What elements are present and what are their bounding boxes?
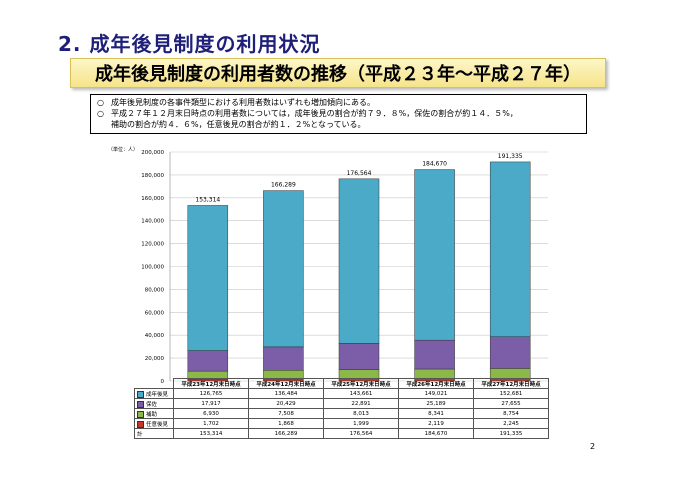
table-cell: 8,013: [323, 408, 399, 419]
y-tick-label: 20,000: [145, 356, 165, 362]
table-cell: 152,681: [473, 388, 549, 399]
table-cell: 20,429: [248, 398, 324, 409]
row-label: 補助: [146, 411, 158, 418]
bar-segment: [489, 368, 531, 379]
table-row: 成年後見 126,765 136,484 143,661 149,021 152,681: [134, 388, 549, 399]
note-item: ○ 成年後見制度の各事件類型における利用者数はいずれも増加傾向にある。: [97, 97, 580, 108]
column-header: 平成24年12月末日時点: [248, 378, 324, 389]
row-label: 成年後見: [146, 391, 169, 398]
bar-segment: [338, 178, 380, 344]
y-tick-label: 100,000: [141, 265, 164, 271]
table-cell: 1,868: [248, 418, 324, 429]
total-label: 153,314: [195, 196, 220, 203]
note-text: 平成２７年１２月末日時点の利用者数については，成年後見の割合が約７９．８%，保佐…: [111, 109, 518, 118]
table-cell: 8,341: [398, 408, 474, 419]
note-continuation: 補助の割合が約４．６%，任意後見の割合が約１．２%となっている。: [111, 120, 366, 129]
y-tick-label: 200,000: [141, 150, 164, 156]
slide-title: 成年後見制度の利用者数の推移（平成２３年～平成２７年）: [95, 64, 581, 85]
section-title: 2. 成年後見制度の利用状況: [58, 32, 321, 56]
legend-swatch: [137, 420, 144, 428]
y-tick-label: 60,000: [145, 310, 165, 316]
table-cell: 6,930: [173, 408, 249, 419]
total-label: 166,289: [271, 182, 296, 189]
table-row: 補助 6,930 7,508 8,013 8,341 8,754: [134, 408, 549, 419]
y-tick-label: 120,000: [141, 242, 164, 248]
table-cell: 2,245: [473, 418, 549, 429]
table-cell: 166,289: [248, 428, 324, 439]
table-cell: 1,702: [173, 418, 249, 429]
row-header: 補助: [134, 408, 174, 419]
y-tick-label: 160,000: [141, 196, 164, 202]
page-number: 2: [590, 442, 596, 451]
table-cell: 25,189: [398, 398, 474, 409]
bar-segment: [263, 190, 304, 348]
bar-segment: [414, 169, 455, 341]
table-cell: 27,655: [473, 398, 549, 409]
table-cell: 143,661: [323, 388, 399, 399]
row-header: 計: [134, 428, 174, 439]
row-header: 成年後見: [134, 388, 174, 399]
total-label: 176,564: [347, 170, 372, 177]
row-header: 保佐: [134, 398, 174, 409]
table-cell: 184,670: [398, 428, 474, 439]
table-cell: 2,119: [398, 418, 474, 429]
table-cell: 7,508: [248, 408, 324, 419]
table-row: 任意後見 1,702 1,868 1,999 2,119 2,245: [134, 418, 549, 429]
table-cell: 153,314: [173, 428, 249, 439]
y-tick-label: 180,000: [141, 173, 164, 179]
y-tick-label: 140,000: [141, 219, 164, 225]
total-label: 184,670: [422, 161, 447, 168]
table-cell: 8,754: [473, 408, 549, 419]
legend-swatch: [137, 410, 144, 418]
slide-title-banner: 成年後見制度の利用者数の推移（平成２３年～平成２７年）: [70, 58, 606, 88]
table-cell: 136,484: [248, 388, 324, 399]
notes-box: ○ 成年後見制度の各事件類型における利用者数はいずれも増加傾向にある。 ○ 平成…: [90, 94, 587, 134]
bar-segment: [489, 336, 531, 369]
column-header: 平成23年12月末日時点: [173, 378, 249, 389]
table-row-total: 計 153,314 166,289 176,564 184,670 191,335: [134, 428, 549, 439]
total-label: 191,335: [498, 153, 523, 160]
table-cell: 1,999: [323, 418, 399, 429]
table-cell: 176,564: [323, 428, 399, 439]
bullet-circle-icon: ○: [97, 98, 104, 107]
legend-swatch: [137, 400, 144, 408]
bar-segment: [414, 339, 455, 370]
legend-swatch: [137, 390, 144, 398]
unit-label: （単位：人）: [108, 147, 139, 153]
bar-segment: [187, 205, 229, 351]
table-cell: 22,891: [323, 398, 399, 409]
note-item: ○ 平成２７年１２月末日時点の利用者数については，成年後見の割合が約７９．８%，…: [97, 108, 580, 119]
table-row: 保佐 17,917 20,429 22,891 25,189 27,655: [134, 398, 549, 409]
table-cell: 149,021: [398, 388, 474, 399]
column-header: 平成25年12月末日時点: [323, 378, 399, 389]
y-tick-label: 40,000: [145, 333, 165, 339]
row-header: 任意後見: [134, 418, 174, 429]
table-cell: 191,335: [473, 428, 549, 439]
table-cell: 17,917: [173, 398, 249, 409]
bar-segment: [263, 346, 304, 371]
bar-segment: [489, 161, 531, 337]
y-tick-label: 80,000: [145, 287, 165, 293]
column-header: 平成26年12月末日時点: [398, 378, 474, 389]
table-cell: 126,765: [173, 388, 249, 399]
row-label: 保佐: [146, 401, 158, 408]
bar-segment: [338, 343, 380, 370]
column-header: 平成27年12月末日時点: [473, 378, 549, 389]
bar-segment: [187, 350, 229, 372]
y-tick-label: 0: [161, 379, 165, 385]
bullet-circle-icon: ○: [97, 109, 104, 118]
table-header-row: 平成23年12月末日時点 平成24年12月末日時点 平成25年12月末日時点 平成26…: [135, 378, 549, 389]
row-label: 任意後見: [146, 421, 169, 428]
note-text: 成年後見制度の各事件類型における利用者数はいずれも増加傾向にある。: [111, 98, 375, 107]
table-corner: [135, 379, 174, 389]
data-table: 平成23年12月末日時点 平成24年12月末日時点 平成25年12月末日時点 平成26…: [134, 378, 549, 439]
